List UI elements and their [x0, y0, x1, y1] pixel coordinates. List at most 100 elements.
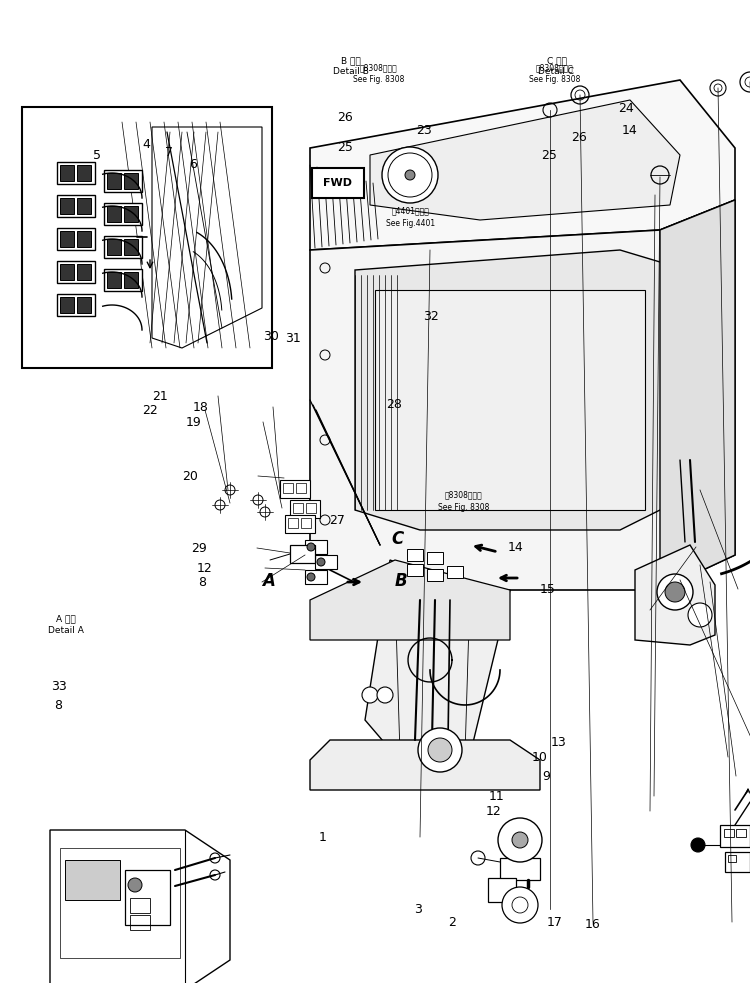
- Text: 24: 24: [618, 101, 634, 115]
- Text: 15: 15: [539, 583, 556, 597]
- Text: Detail B: Detail B: [333, 68, 369, 77]
- Text: 13: 13: [550, 735, 567, 749]
- Bar: [124, 272, 138, 288]
- Circle shape: [307, 543, 315, 551]
- Bar: [724, 829, 734, 837]
- Bar: [124, 239, 138, 255]
- Bar: [488, 878, 516, 902]
- Bar: [124, 206, 138, 222]
- Text: 20: 20: [182, 470, 198, 484]
- Circle shape: [362, 687, 378, 703]
- Polygon shape: [310, 200, 735, 590]
- Polygon shape: [50, 830, 230, 983]
- Polygon shape: [310, 740, 540, 790]
- Text: Detail A: Detail A: [48, 626, 84, 635]
- Text: B: B: [395, 572, 407, 590]
- Polygon shape: [660, 200, 735, 590]
- Text: 19: 19: [186, 416, 201, 430]
- Circle shape: [405, 170, 415, 180]
- Bar: [427, 569, 443, 581]
- Bar: [427, 552, 443, 564]
- Circle shape: [428, 738, 452, 762]
- Bar: [124, 173, 138, 189]
- Bar: [407, 549, 423, 561]
- Bar: [720, 825, 750, 847]
- Text: 21: 21: [152, 389, 168, 403]
- Text: 12: 12: [196, 561, 213, 575]
- Text: 4: 4: [142, 138, 150, 151]
- Text: 3: 3: [415, 902, 422, 916]
- Text: 第8308図参照: 第8308図参照: [360, 63, 398, 72]
- Text: 32: 32: [423, 310, 439, 323]
- Text: 16: 16: [585, 917, 600, 931]
- Text: 29: 29: [190, 542, 206, 555]
- Text: B 詳細: B 詳細: [341, 56, 361, 66]
- Text: 7: 7: [165, 145, 172, 159]
- Text: A: A: [262, 572, 275, 590]
- Bar: [736, 829, 746, 837]
- Bar: [77, 165, 91, 181]
- Bar: [315, 555, 337, 569]
- Text: 9: 9: [542, 770, 550, 783]
- Circle shape: [665, 582, 685, 602]
- Text: 26: 26: [572, 131, 586, 145]
- Bar: [57, 228, 95, 250]
- Bar: [107, 206, 121, 222]
- Bar: [60, 231, 74, 247]
- Bar: [290, 500, 320, 518]
- Text: 33: 33: [51, 679, 66, 693]
- Text: See Fig. 8308: See Fig. 8308: [530, 75, 580, 85]
- Polygon shape: [355, 250, 670, 530]
- Bar: [305, 570, 327, 584]
- Bar: [57, 195, 95, 217]
- Bar: [312, 168, 364, 198]
- Bar: [305, 540, 327, 554]
- Text: 14: 14: [509, 541, 524, 554]
- Bar: [130, 915, 150, 930]
- Bar: [77, 264, 91, 280]
- Bar: [104, 269, 142, 291]
- Bar: [65, 860, 120, 900]
- Bar: [290, 545, 315, 563]
- Circle shape: [382, 147, 438, 203]
- Bar: [60, 848, 180, 958]
- Circle shape: [307, 573, 315, 581]
- Text: 26: 26: [338, 111, 352, 125]
- Text: 第4401図参照: 第4401図参照: [392, 206, 430, 215]
- Text: A 詳細: A 詳細: [56, 614, 76, 624]
- Text: C: C: [392, 530, 404, 548]
- Text: 30: 30: [263, 329, 280, 343]
- Text: 25: 25: [337, 141, 353, 154]
- Text: 8: 8: [199, 576, 206, 590]
- Circle shape: [691, 838, 705, 852]
- Polygon shape: [310, 80, 735, 250]
- Bar: [107, 272, 121, 288]
- Bar: [77, 297, 91, 313]
- Bar: [296, 483, 306, 493]
- Text: 14: 14: [622, 124, 638, 138]
- Bar: [500, 858, 540, 880]
- Text: 28: 28: [386, 398, 402, 412]
- Circle shape: [512, 832, 528, 848]
- Circle shape: [688, 603, 712, 627]
- Bar: [293, 503, 303, 513]
- Bar: [301, 518, 311, 528]
- Text: 第8308図参照: 第8308図参照: [536, 63, 574, 72]
- Text: 6: 6: [190, 157, 197, 171]
- Circle shape: [657, 574, 693, 610]
- Text: 8: 8: [55, 699, 62, 713]
- Bar: [107, 173, 121, 189]
- Text: 31: 31: [285, 331, 300, 345]
- Text: C 詳細: C 詳細: [547, 56, 566, 66]
- Text: 22: 22: [142, 404, 158, 418]
- Polygon shape: [370, 100, 680, 220]
- Text: See Fig. 8308: See Fig. 8308: [353, 75, 404, 85]
- Bar: [725, 852, 750, 872]
- Bar: [728, 855, 736, 862]
- Polygon shape: [365, 560, 510, 755]
- Bar: [22, 107, 272, 368]
- Text: See Fig. 8308: See Fig. 8308: [438, 502, 489, 512]
- Bar: [104, 203, 142, 225]
- Bar: [57, 162, 95, 184]
- Text: 12: 12: [486, 805, 501, 819]
